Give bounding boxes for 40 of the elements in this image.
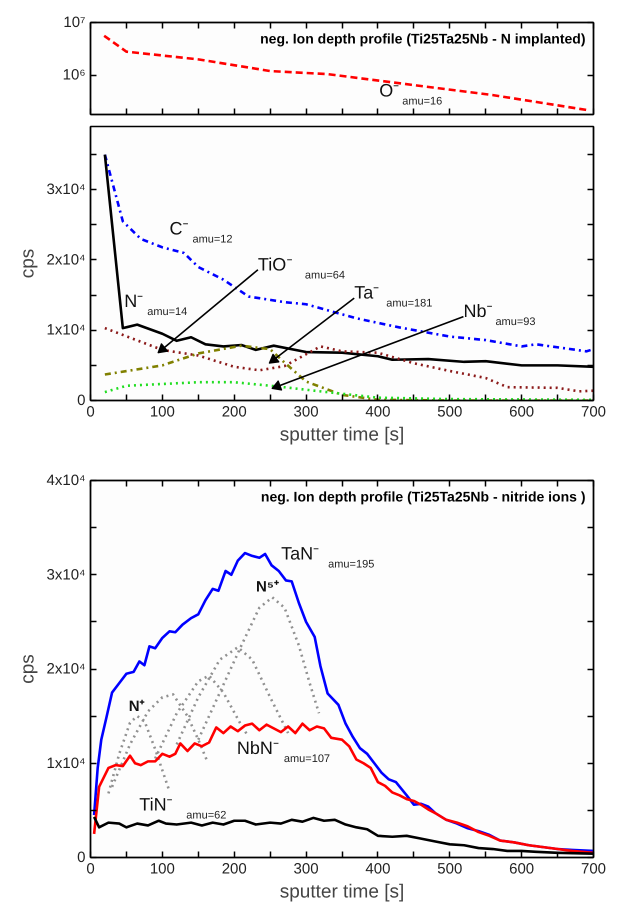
y-tick-label: 3x10⁴: [46, 566, 86, 584]
annotation: Ta⁻amu=181: [354, 282, 432, 310]
y-axis-title: cps: [18, 654, 39, 684]
y-tick-label: 10⁶: [62, 66, 86, 84]
annotation: C⁻amu=12: [169, 218, 233, 246]
y-tick-label: 3x10⁴: [46, 181, 86, 198]
y-tick-label: 2x10⁴: [46, 251, 86, 268]
text: neg. Ion depth profile (Ti25Ta25Nb - N implanted): [260, 30, 586, 46]
x-tick-label: 500: [437, 404, 462, 420]
x-tick-label: 200: [222, 860, 247, 878]
y-axis-title: cps: [18, 248, 39, 278]
x-tick-label: 200: [222, 404, 247, 420]
x-tick-label: 300: [294, 860, 319, 878]
annotation: N⁵⁺: [256, 578, 279, 596]
annotation: TiO⁻amu=64: [258, 254, 345, 282]
x-tick-label: 700: [580, 404, 606, 420]
x-axis-title: sputter time [s]: [280, 424, 404, 446]
x-axis-title: sputter time [s]: [280, 882, 404, 902]
x-tick-label: 500: [437, 860, 462, 878]
x-tick-label: 600: [509, 404, 534, 420]
x-tick-label: 600: [509, 860, 534, 878]
annotation: N⁺: [128, 698, 145, 716]
annotation: TiN⁻amu=62: [139, 794, 226, 822]
text: neg. Ion depth profile (Ti25Ta25Nb - nitride ions ): [260, 488, 586, 504]
x-tick-label: 100: [150, 404, 175, 420]
y-tick-label: 2x10⁴: [46, 660, 86, 678]
y-tick-label: 0: [77, 392, 86, 409]
y-tick-label: 0: [77, 849, 86, 866]
annotation: NbN⁻amu=107: [236, 738, 330, 766]
y-tick-label: 4x10⁴: [46, 472, 86, 489]
annotation: TaN⁻amu=195: [281, 543, 374, 570]
y-tick-label: 1x10⁴: [46, 754, 86, 772]
x-tick-label: 400: [365, 860, 390, 878]
annotation: N⁻amu=14: [124, 290, 188, 318]
x-tick-label: 400: [365, 404, 390, 420]
x-tick-label: 700: [580, 860, 606, 878]
y-tick-label: 10⁷: [63, 14, 86, 31]
y-tick-label: 1x10⁴: [46, 322, 86, 339]
x-tick-label: 300: [294, 404, 319, 420]
x-tick-label: 100: [150, 860, 175, 878]
